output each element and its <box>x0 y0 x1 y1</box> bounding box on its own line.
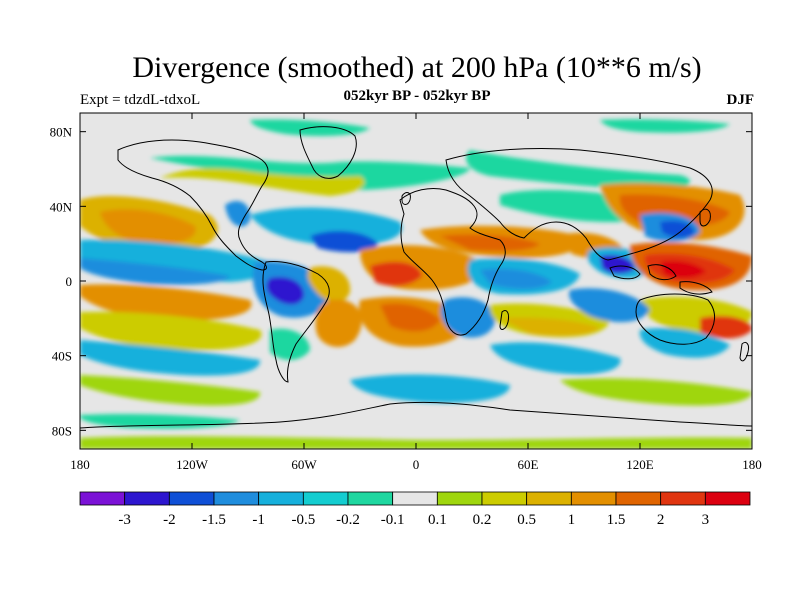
plot-subtitle: 052kyr BP - 052kyr BP <box>343 88 491 104</box>
colorbar: -3 -2 -1.5 -1 -0.5 -0.2 -0.1 0.1 0.2 0.5 1 1.5 2 3 <box>79 491 751 528</box>
colorbar-swatch <box>258 491 304 506</box>
colorbar-swatch <box>213 491 260 506</box>
colorbar-swatch <box>660 491 706 506</box>
colorbar-label: -0.1 <box>381 512 405 528</box>
experiment-label: Expt = tdzdL-tdxoL <box>80 92 201 108</box>
lat-tick-label: 40N <box>50 199 73 214</box>
colorbar-label: -2 <box>163 512 176 528</box>
latitude-axis: 80N 40N 0 40S 80S <box>50 125 752 438</box>
colorbar-swatch <box>704 491 751 506</box>
colorbar-swatch <box>615 491 662 506</box>
colorbar-swatch <box>570 491 617 506</box>
colorbar-label: -0.2 <box>336 512 360 528</box>
colorbar-label: -1.5 <box>202 512 226 528</box>
lat-tick-label: 0 <box>66 274 73 289</box>
season-label: DJF <box>726 92 755 108</box>
colorbar-label: 1.5 <box>607 512 626 528</box>
plot-title: Divergence (smoothed) at 200 hPa (10**6 … <box>132 51 702 84</box>
lon-tick-label: 120W <box>176 457 209 472</box>
colorbar-label: 0.1 <box>428 512 447 528</box>
colorbar-label: 1 <box>568 512 576 528</box>
colorbar-label: 0.5 <box>517 512 536 528</box>
colorbar-label: 0.2 <box>473 512 492 528</box>
colorbar-swatch <box>79 491 126 506</box>
lat-tick-label: 80S <box>52 423 72 438</box>
colorbar-swatch <box>302 491 349 506</box>
colorbar-swatch <box>526 491 572 506</box>
longitude-axis: 180 120W 60W 0 60E 120E 180 <box>70 113 762 472</box>
colorbar-swatch <box>392 491 438 506</box>
lon-tick-label: 60W <box>291 457 317 472</box>
colorbar-swatch <box>436 491 483 506</box>
colorbar-label: -0.5 <box>291 512 315 528</box>
contour-field <box>80 119 752 449</box>
colorbar-label: -3 <box>118 512 131 528</box>
lat-tick-label: 80N <box>50 125 73 140</box>
lon-tick-label: 180 <box>70 457 90 472</box>
lon-tick-label: 60E <box>518 457 539 472</box>
colorbar-swatch <box>347 491 394 506</box>
coastlines <box>80 126 752 429</box>
colorbar-swatch <box>124 491 170 506</box>
colorbar-label: -1 <box>252 512 265 528</box>
lon-tick-label: 0 <box>413 457 420 472</box>
lon-tick-label: 120E <box>626 457 654 472</box>
colorbar-swatch <box>168 491 215 506</box>
colorbar-swatch <box>481 491 528 506</box>
colorbar-label: 3 <box>702 512 710 528</box>
colorbar-label: 2 <box>657 512 665 528</box>
lat-tick-label: 40S <box>52 349 72 364</box>
lon-tick-label: 180 <box>742 457 762 472</box>
